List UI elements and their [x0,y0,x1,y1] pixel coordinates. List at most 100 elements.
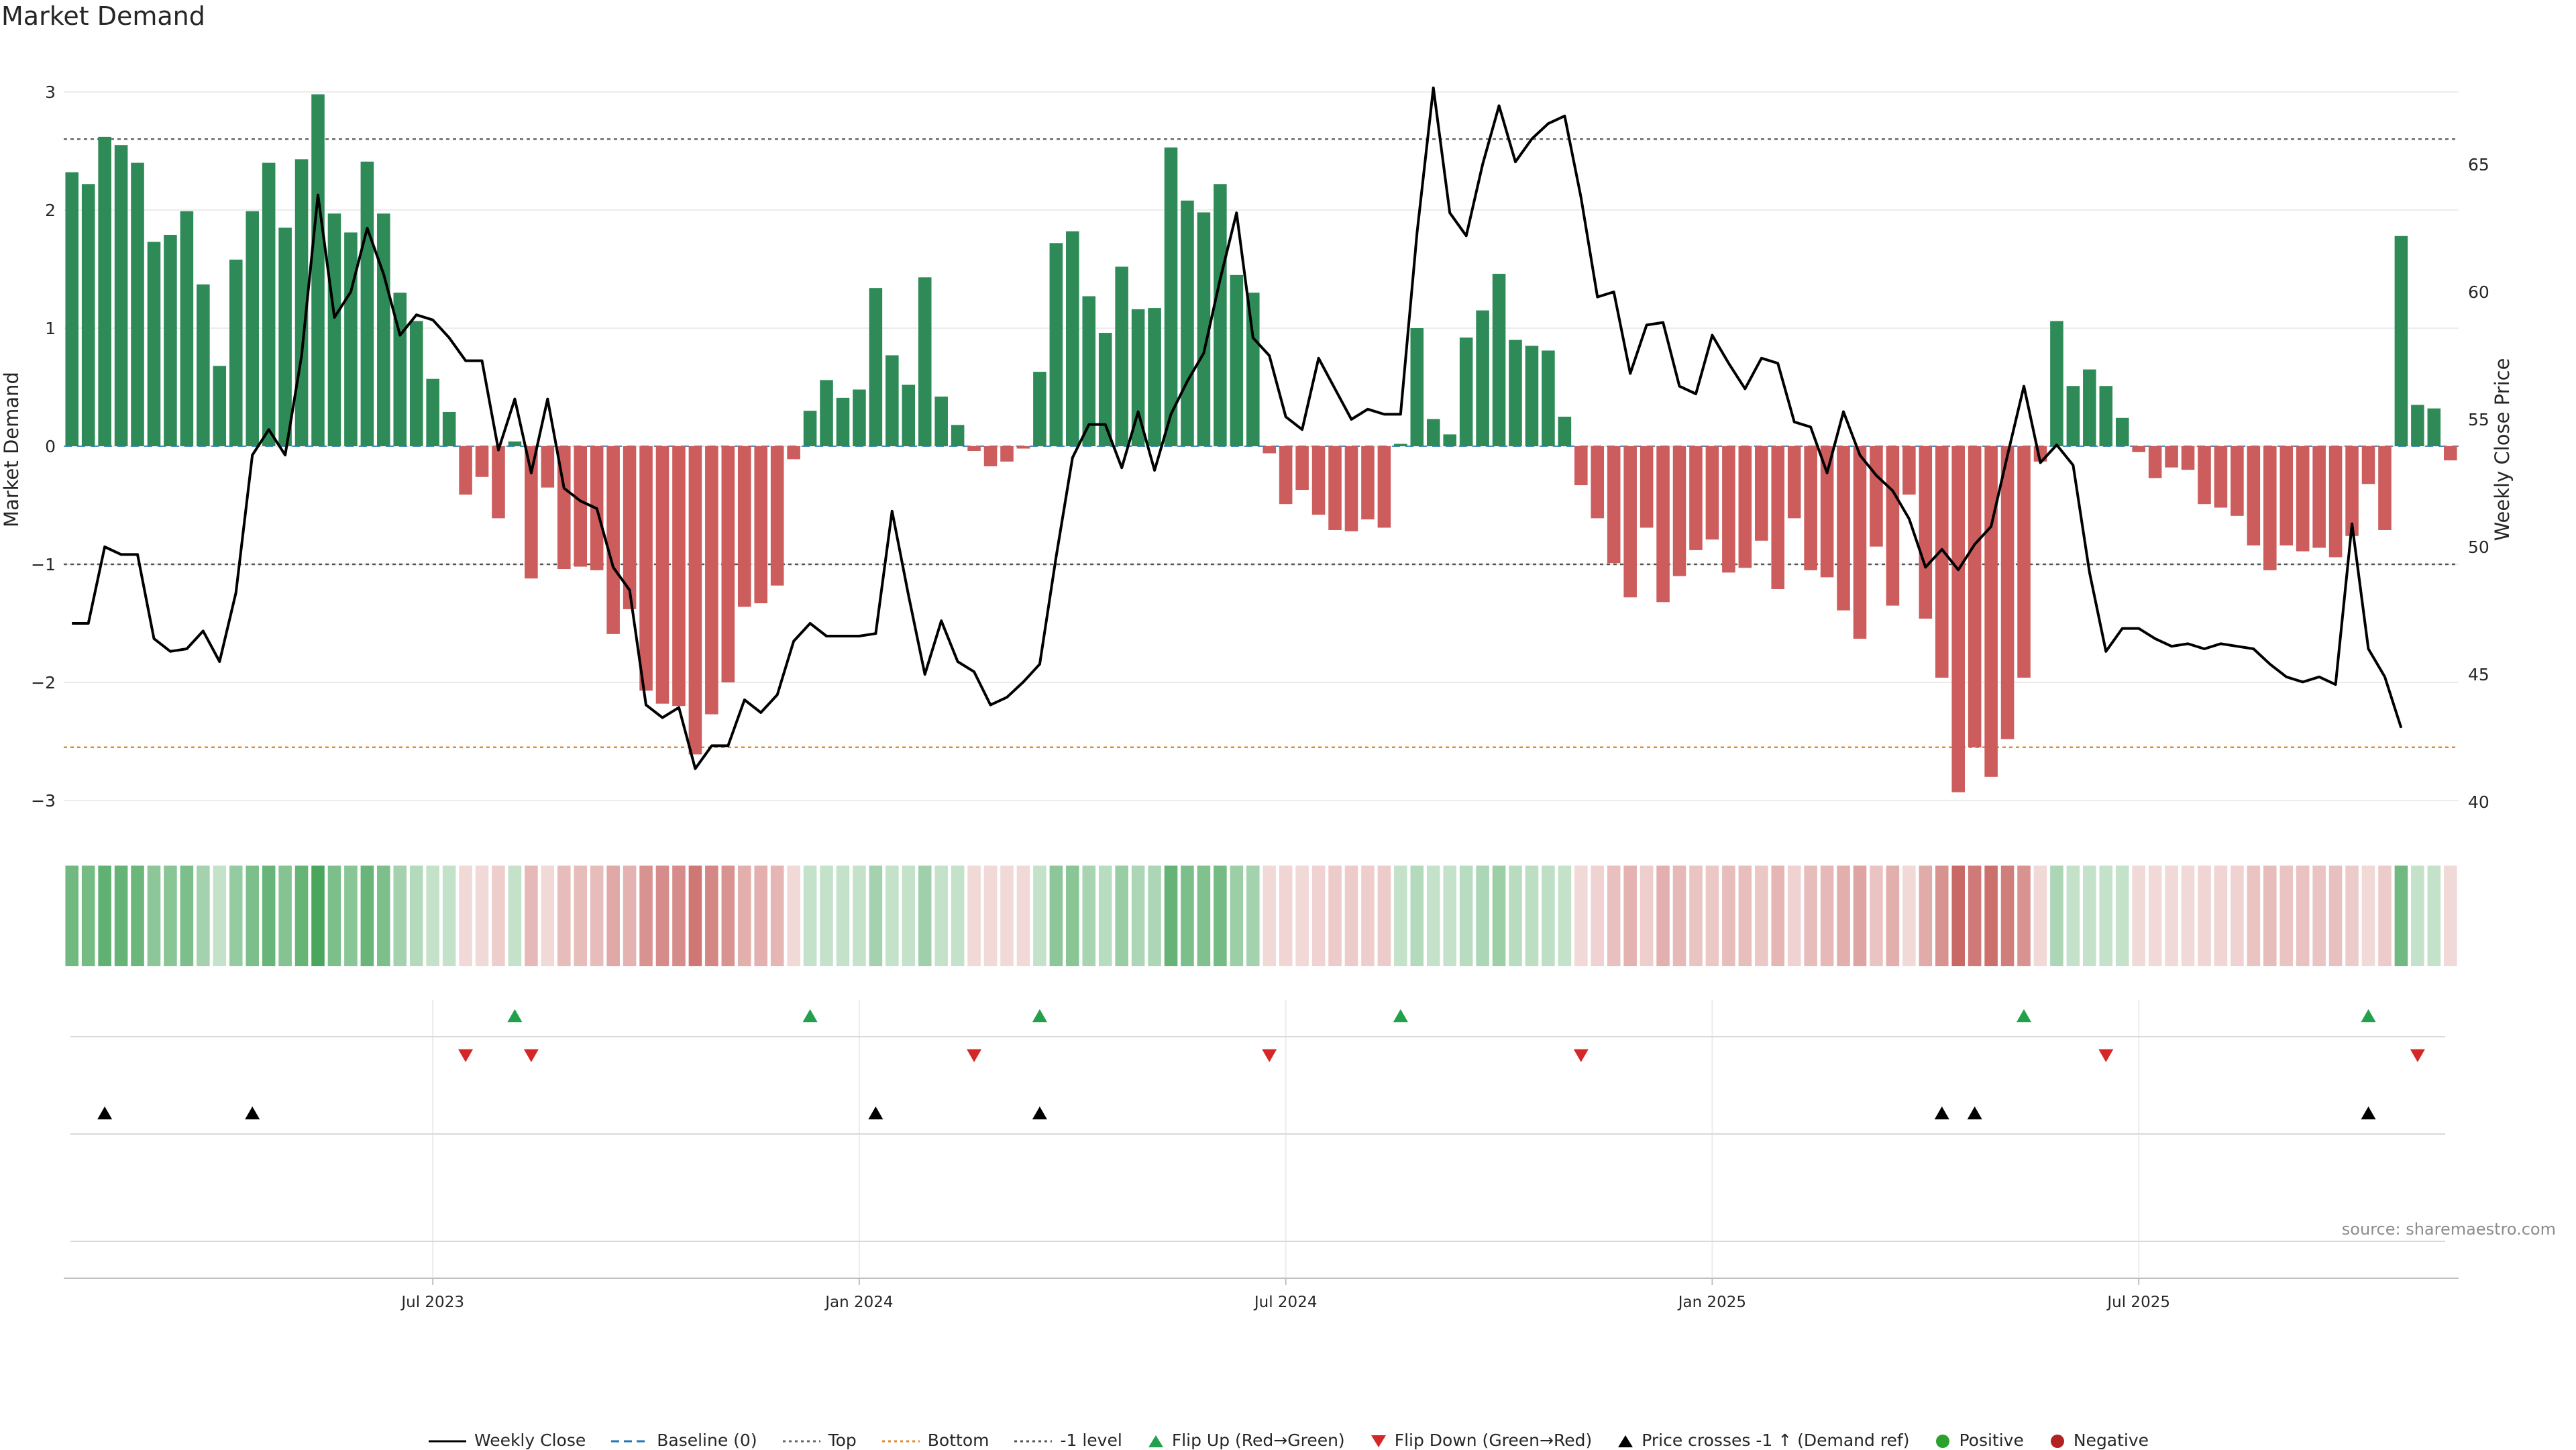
x-tick-label: Jul 2024 [1253,1294,1318,1311]
price-cross-marker [97,1106,113,1120]
demand-bar [2263,446,2277,570]
y-tick-left-label: 1 [45,319,56,338]
flip-down-marker [2098,1049,2114,1062]
demand-bar [1016,446,1030,449]
demand-bar [2198,446,2211,505]
legend-label: Positive [1959,1430,2024,1450]
price-cross-marker [2361,1106,2376,1120]
demand-bar [1919,446,1933,619]
strip-cell [2296,866,2310,966]
demand-bar [2312,446,2326,548]
demand-bar [262,162,276,446]
demand-bar [1394,444,1407,446]
demand-bar [426,378,439,446]
flip-up-marker [507,1009,523,1023]
legend-item: Flip Up (Red→Green) [1146,1431,1345,1450]
strip-cell [853,866,866,966]
demand-bar [1214,184,1227,446]
demand-bar [2345,446,2359,536]
strip-cell [2165,866,2178,966]
strip-cell [2279,866,2294,966]
strip-cell [197,866,210,966]
strip-cell [1311,866,1326,966]
strip-cell [311,866,325,966]
legend-item: Price crosses -1 ↑ (Demand ref) [1616,1431,1909,1450]
demand-bar [1787,446,1801,519]
legend: Weekly Close Baseline (0) Top Bottom -1 leve… [0,1429,2576,1450]
strip-cell [525,866,538,966]
strip-cell [1935,866,1949,966]
demand-bar [2017,446,2031,678]
demand-bar [1689,446,1703,550]
strip-cell [1377,866,1391,966]
strip-cell [1787,866,1801,966]
demand-bar [197,284,210,446]
strip-cell [1509,866,1522,966]
demand-bar [1820,446,1834,578]
strip-cell [1410,866,1424,966]
demand-bar [1804,446,1817,570]
demand-bar [2066,386,2080,446]
legend-item: Baseline (0) [610,1431,757,1450]
strip-cell [639,866,653,966]
demand-bar [574,446,588,567]
demand-bar [1492,274,1506,446]
demand-bar [1377,446,1391,528]
strip-cell [1771,866,1785,966]
strip-cell [1919,866,1933,966]
x-tick-label: Jul 2023 [400,1294,464,1311]
strip-cell [2099,866,2113,966]
strip-cell [1870,866,1883,966]
strip-cell [820,866,833,966]
strip-cell [2312,866,2326,966]
demand-bar [754,446,767,604]
strip-cell [688,866,702,966]
strip-cell [1344,866,1358,966]
strip-cell [2361,866,2375,966]
strip-cell [492,866,505,966]
legend-swatch [428,1440,466,1442]
strip-cell [1672,866,1686,966]
strip-cell [2443,866,2457,966]
demand-bar [327,213,341,446]
strip-cell [606,866,620,966]
demand-bar [1263,446,1277,454]
strip-cell [2328,866,2343,966]
demand-bar [2000,446,2015,739]
legend-swatch [1371,1435,1386,1447]
demand-bar [246,211,259,446]
demand-bar [1886,446,1900,606]
demand-bar [1410,328,1424,446]
demand-bar [1935,446,1949,678]
strip-cell [1951,866,1965,966]
y-tick-left-label: 2 [45,201,56,220]
strip-cell [1705,866,1719,966]
legend-swatch [2050,1434,2064,1448]
strip-cell [836,866,850,966]
legend-swatch [782,1440,820,1442]
x-tick-label: Jan 2025 [1677,1294,1746,1311]
legend-label: Bottom [927,1430,989,1450]
strip-cell [1000,866,1014,966]
strip-cell [1328,866,1342,966]
strip-cell [2231,866,2244,966]
y-tick-right-label: 45 [2468,665,2489,684]
strip-cell [1164,866,1178,966]
y-tick-right-label: 50 [2468,537,2489,557]
demand-bar [1640,446,1654,528]
strip-cell [1837,866,1850,966]
demand-bar [967,446,981,452]
strip-cell [2066,866,2080,966]
strip-cell [983,866,998,966]
demand-bar [1672,446,1686,576]
price-cross-marker [1934,1106,1949,1120]
strip-cell [1295,866,1309,966]
demand-bar [1459,338,1473,446]
intensity-strip [65,866,2457,966]
demand-bar [1049,243,1063,446]
strip-cell [1279,866,1293,966]
strip-cell [1755,866,1768,966]
legend-label: Price crosses -1 ↑ (Demand ref) [1642,1430,1910,1450]
